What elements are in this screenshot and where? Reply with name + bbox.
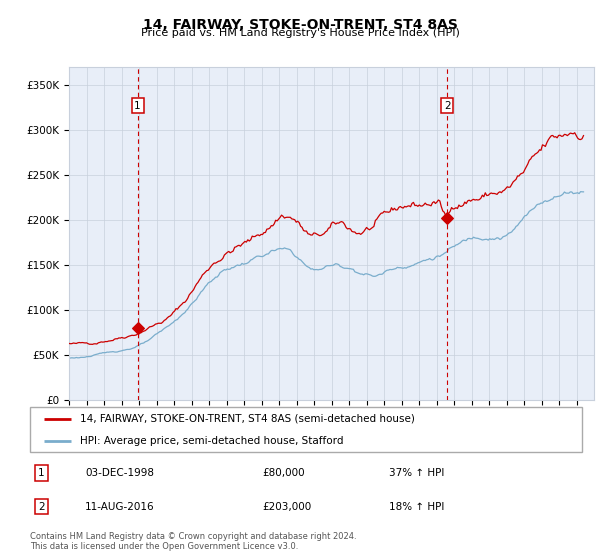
- Text: 1: 1: [134, 100, 141, 110]
- Text: 2: 2: [444, 100, 451, 110]
- Point: [442, 213, 452, 222]
- Text: 2: 2: [38, 502, 45, 511]
- Text: Contains HM Land Registry data © Crown copyright and database right 2024.
This d: Contains HM Land Registry data © Crown c…: [30, 532, 356, 552]
- Text: £203,000: £203,000: [262, 502, 311, 511]
- Text: 37% ↑ HPI: 37% ↑ HPI: [389, 468, 444, 478]
- Text: 11-AUG-2016: 11-AUG-2016: [85, 502, 155, 511]
- Text: HPI: Average price, semi-detached house, Stafford: HPI: Average price, semi-detached house,…: [80, 436, 343, 446]
- Text: 18% ↑ HPI: 18% ↑ HPI: [389, 502, 444, 511]
- Text: 1: 1: [38, 468, 45, 478]
- Text: 03-DEC-1998: 03-DEC-1998: [85, 468, 154, 478]
- Text: Price paid vs. HM Land Registry's House Price Index (HPI): Price paid vs. HM Land Registry's House …: [140, 28, 460, 38]
- Point: [133, 324, 142, 333]
- Text: 14, FAIRWAY, STOKE-ON-TRENT, ST4 8AS: 14, FAIRWAY, STOKE-ON-TRENT, ST4 8AS: [143, 18, 457, 32]
- Text: 14, FAIRWAY, STOKE-ON-TRENT, ST4 8AS (semi-detached house): 14, FAIRWAY, STOKE-ON-TRENT, ST4 8AS (se…: [80, 414, 415, 424]
- Text: £80,000: £80,000: [262, 468, 304, 478]
